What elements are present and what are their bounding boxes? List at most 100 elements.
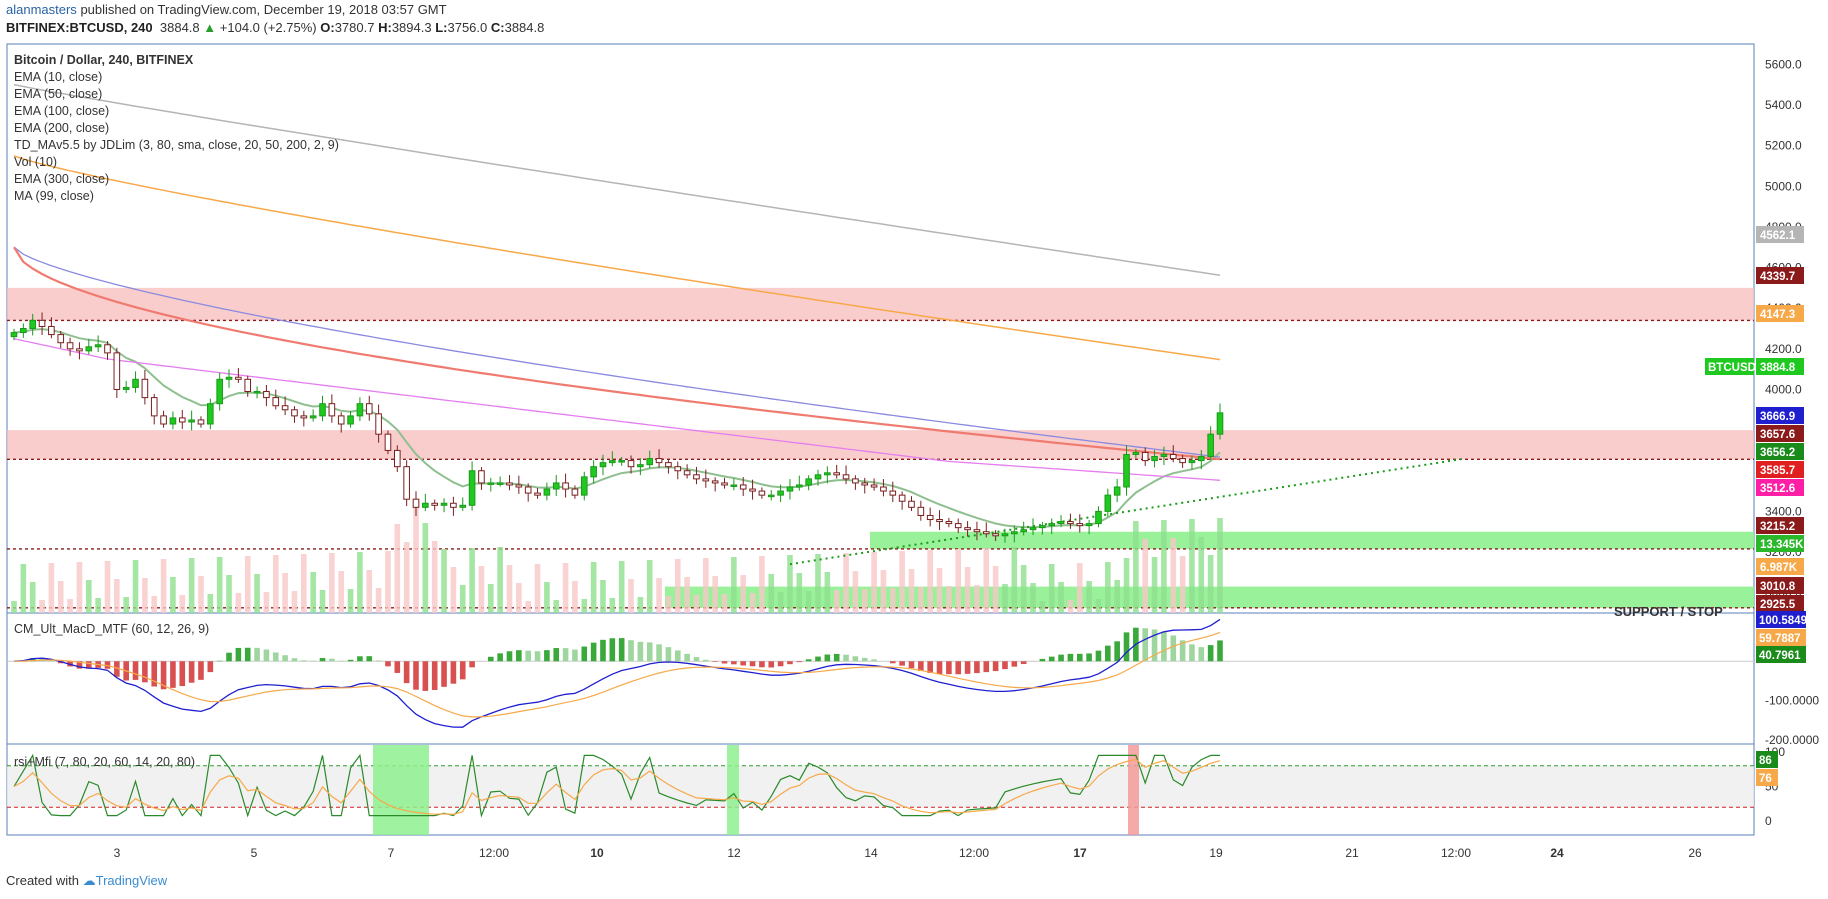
- macd-panel-title[interactable]: CM_Ult_MacD_MTF (60, 12, 26, 9): [14, 622, 210, 636]
- candle: [552, 482, 560, 490]
- author-link[interactable]: alanmasters: [6, 2, 77, 17]
- footer-created-with: Created with: [6, 873, 79, 888]
- candle: [805, 478, 812, 486]
- price-label-box: [1756, 358, 1804, 375]
- price-label: 3512.6: [1760, 483, 1795, 495]
- price-tick-label: 4200.0: [1765, 342, 1802, 356]
- macd-histogram-bar: [1105, 645, 1111, 662]
- price-label-box: [1756, 443, 1804, 460]
- volume-bar: [95, 598, 101, 613]
- time-tick-label: 24: [1550, 846, 1564, 860]
- volume-bar: [151, 596, 158, 613]
- macd-histogram-bar: [628, 640, 634, 662]
- macd-histogram-bar: [749, 661, 756, 667]
- candle: [1160, 453, 1168, 458]
- volume-bar: [880, 570, 887, 613]
- volume-bar: [85, 580, 92, 613]
- macd-histogram-bar: [946, 661, 952, 675]
- candle: [403, 466, 410, 500]
- candle: [758, 490, 766, 496]
- up-arrow-icon: ▲: [203, 20, 217, 35]
- high-value: 3894.3: [391, 20, 432, 35]
- volume-bar: [861, 589, 868, 613]
- volume-bar: [646, 560, 653, 613]
- macd-histogram-bar: [235, 647, 242, 662]
- volume-bar: [908, 569, 915, 613]
- candle: [599, 462, 607, 468]
- legend-ema300[interactable]: EMA (300, close): [14, 172, 110, 186]
- price-label: 3656.2: [1760, 447, 1795, 459]
- volume-bar: [712, 576, 718, 613]
- legend-ma99[interactable]: MA (99, close): [14, 189, 94, 203]
- volume-bar: [170, 577, 176, 613]
- candle: [178, 417, 186, 423]
- price-label: 3666.9: [1760, 411, 1795, 423]
- macd-histogram-bar: [142, 661, 148, 683]
- candle: [431, 502, 439, 506]
- candle: [337, 415, 345, 425]
- legend-ema50[interactable]: EMA (50, close): [14, 87, 103, 101]
- macd-histogram-bar: [955, 661, 962, 675]
- candle: [1132, 451, 1140, 455]
- macd-histogram-bar: [824, 654, 831, 662]
- price-label-box: [1756, 305, 1804, 322]
- macd-histogram-bar: [198, 661, 204, 680]
- macd-histogram-bar: [889, 661, 896, 664]
- macd-histogram-bar: [385, 661, 391, 667]
- volume-bar: [413, 505, 419, 613]
- legend-volume[interactable]: Vol (10): [14, 155, 58, 169]
- candle: [487, 482, 495, 485]
- legend-ema100[interactable]: EMA (100, close): [14, 104, 110, 118]
- publish-line: alanmasters published on TradingView.com…: [6, 2, 447, 17]
- candle: [1029, 527, 1037, 531]
- macd-histogram-bar: [329, 658, 335, 662]
- mfi-line: [13, 758, 1221, 816]
- time-tick-label: 5: [251, 846, 258, 860]
- macd-histogram-bar: [833, 653, 840, 662]
- macd-histogram-bar: [1151, 629, 1158, 662]
- candle: [48, 325, 55, 336]
- volume-bar: [422, 523, 429, 613]
- volume-bar: [291, 591, 298, 613]
- published-text: published on TradingView.com, December 1…: [80, 2, 447, 17]
- candle: [749, 488, 756, 492]
- volume-bar: [441, 549, 447, 613]
- macd-histogram-bar: [431, 661, 438, 691]
- volume-bar: [740, 575, 747, 613]
- volume-bar: [347, 589, 354, 613]
- macd-histogram-bar: [992, 661, 999, 672]
- volume-bar: [1151, 557, 1158, 613]
- time-tick-label: 10: [590, 846, 604, 860]
- volume-bar: [310, 572, 316, 613]
- legend-td-ma[interactable]: TD_MAv5.5 by JDLim (3, 80, sma, close, 2…: [14, 138, 339, 152]
- legend-ema200[interactable]: EMA (200, close): [14, 121, 110, 135]
- oversold-highlight: [373, 745, 429, 835]
- macd-histogram-bar: [983, 661, 990, 673]
- candle: [160, 415, 167, 425]
- legend-ema10[interactable]: EMA (10, close): [14, 70, 103, 84]
- volume-bar: [459, 585, 466, 613]
- volume-bar: [132, 560, 139, 613]
- volume-bar: [759, 556, 765, 613]
- candle: [1179, 458, 1186, 464]
- candle: [1095, 510, 1102, 525]
- volume-bar: [497, 547, 503, 613]
- candle: [637, 464, 644, 468]
- macd-histogram-bar: [1039, 658, 1046, 662]
- volume-bar: [67, 599, 73, 613]
- price-label-box: [1756, 479, 1804, 496]
- legend-symbol[interactable]: Bitcoin / Dollar, 240, BITFINEX: [14, 53, 194, 67]
- footer-brand[interactable]: TradingView: [95, 873, 168, 888]
- macd-histogram-bar: [674, 650, 681, 662]
- macd-histogram-bar: [534, 651, 541, 662]
- macd-histogram-bar: [703, 659, 709, 662]
- macd-histogram-bar: [188, 661, 195, 683]
- price-tick-label: 5400.0: [1765, 98, 1802, 112]
- tradingview-logo-icon[interactable]: ☁: [82, 873, 96, 888]
- price-label-box: [1756, 535, 1804, 552]
- last-price: 3884.8: [159, 20, 200, 35]
- rsi-panel-title[interactable]: rsi+Mfi (7, 80, 20, 60, 14, 20, 80): [14, 755, 195, 769]
- macd-histogram-bar: [572, 649, 578, 662]
- volume-bar: [1179, 556, 1186, 613]
